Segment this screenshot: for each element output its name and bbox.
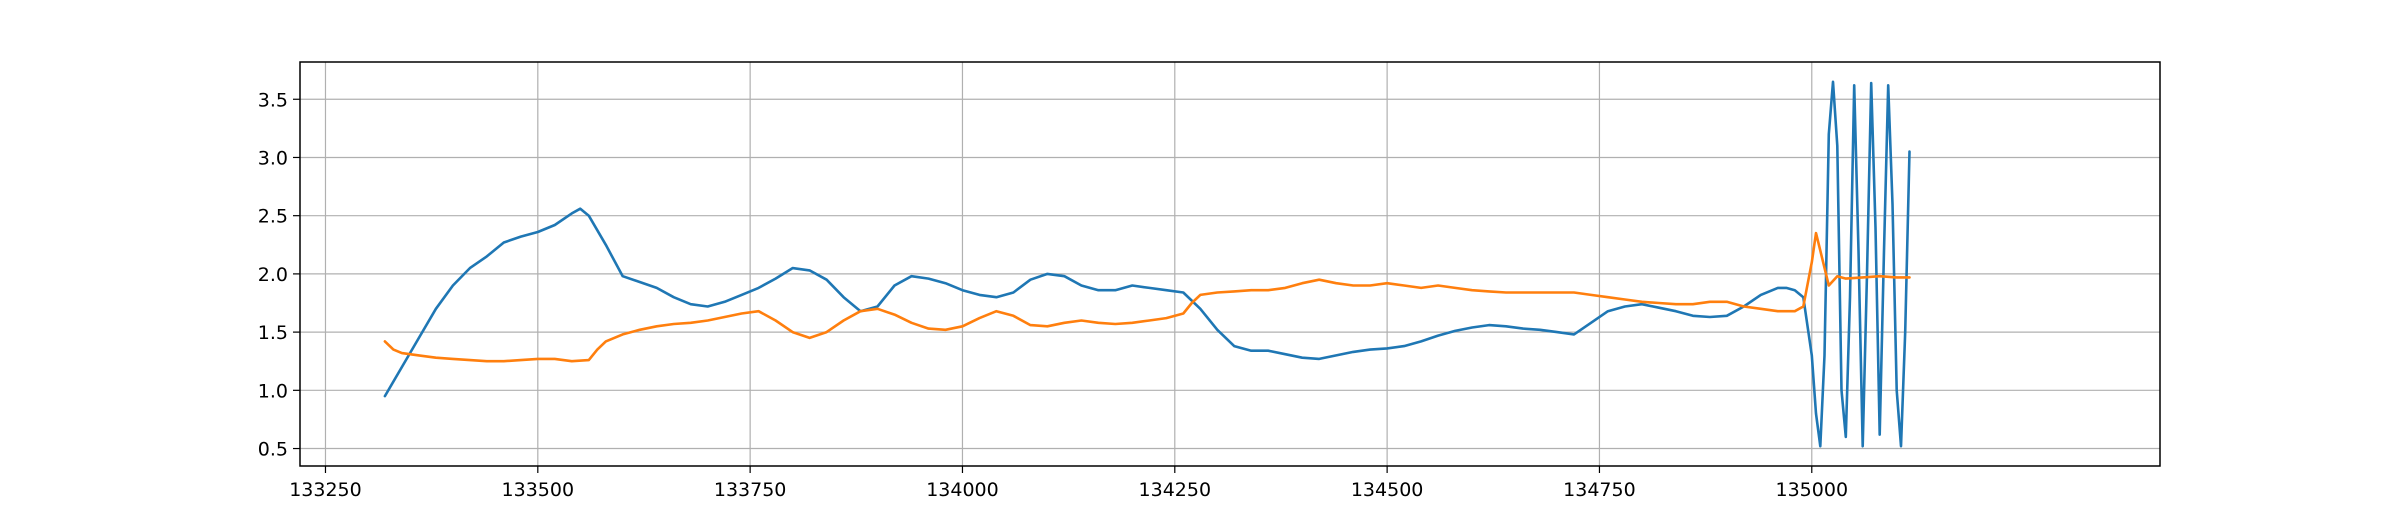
plot-frame bbox=[299, 61, 2161, 467]
x-tick-label: 133500 bbox=[502, 479, 575, 501]
x-tick-label: 134500 bbox=[1351, 479, 1424, 501]
y-tick-label: 1.0 bbox=[258, 380, 288, 402]
y-tick-label: 3.0 bbox=[258, 147, 288, 169]
x-tick-label: 134000 bbox=[926, 479, 999, 501]
series-2-line bbox=[383, 231, 1911, 363]
x-axis: 133250 133500 133750 134000 134250 134500 1347… bbox=[289, 466, 1848, 501]
x-tick-label: 135000 bbox=[1776, 479, 1849, 501]
x-tick-label: 133750 bbox=[714, 479, 787, 501]
y-axis: 0.5 1.0 1.5 2.0 2.5 3.0 3.5 bbox=[258, 89, 300, 461]
y-tick-label: 3.5 bbox=[258, 89, 288, 111]
x-grid bbox=[324, 62, 1813, 466]
y-grid bbox=[300, 98, 2160, 450]
y-tick-label: 2.5 bbox=[258, 206, 288, 228]
x-tick-label: 133250 bbox=[289, 479, 362, 501]
series-layer bbox=[383, 80, 1911, 448]
y-tick-label: 2.0 bbox=[258, 264, 288, 286]
y-tick-label: 1.5 bbox=[258, 322, 288, 344]
x-tick-label: 134750 bbox=[1563, 479, 1636, 501]
x-tick-label: 134250 bbox=[1139, 479, 1212, 501]
y-tick-label: 0.5 bbox=[258, 439, 288, 461]
series-1-line bbox=[383, 80, 1911, 448]
